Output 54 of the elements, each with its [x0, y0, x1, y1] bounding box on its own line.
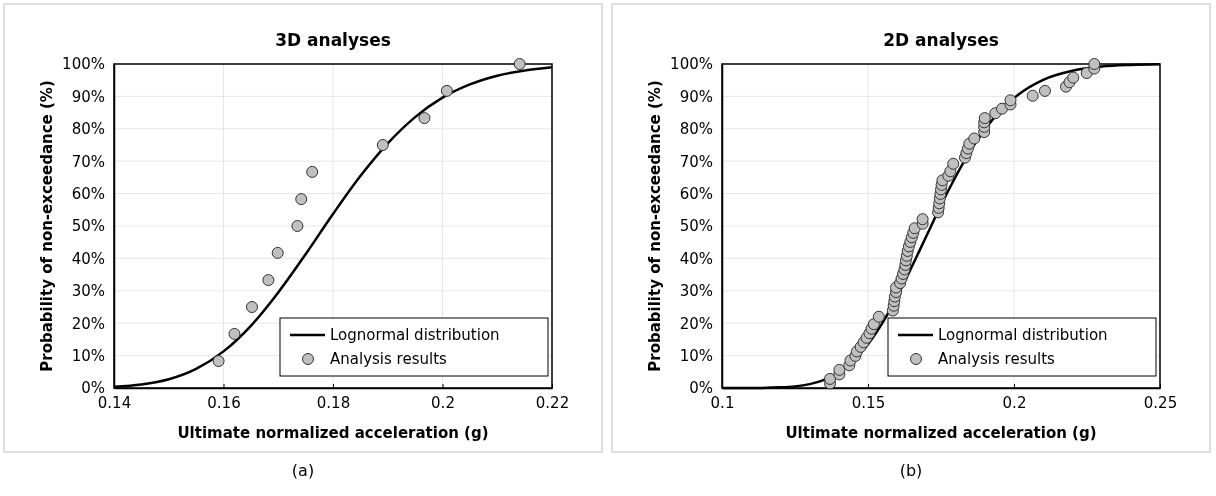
point: [262, 274, 275, 287]
y-tick-label: 40%: [71, 249, 105, 268]
x-tick-label: 0.18: [316, 393, 351, 412]
y-axis-title: Probability of non-exceedance (%): [646, 80, 664, 372]
y-tick-label: 100%: [670, 55, 713, 74]
legend-label: Analysis results: [938, 350, 1056, 368]
x-tick-label: 0.16: [207, 393, 241, 412]
y-tick-label: 10%: [679, 346, 713, 365]
x-tick-label: 0.1: [710, 393, 735, 412]
y-tick-label: 40%: [679, 249, 713, 268]
x-tick-label: 0.2: [431, 393, 455, 412]
y-tick-label: 90%: [679, 87, 713, 106]
y-tick-label: 70%: [679, 152, 713, 171]
point: [271, 246, 284, 259]
point: [418, 112, 431, 125]
point: [306, 165, 319, 178]
y-tick-label: 60%: [71, 184, 105, 203]
chart-title: 2D analyses: [883, 30, 999, 50]
y-tick-label: 20%: [679, 314, 713, 333]
y-tick-label: 80%: [679, 120, 713, 139]
y-tick-label: 60%: [679, 184, 713, 203]
point: [291, 220, 304, 232]
y-tick-label: 80%: [71, 120, 105, 139]
y-tick-label: 20%: [71, 314, 105, 333]
x-tick-label: 0.22: [535, 393, 570, 412]
point: [376, 139, 389, 151]
text: (b): [899, 461, 923, 480]
point: [295, 193, 308, 206]
y-tick-label: 0%: [689, 379, 713, 398]
x-axis-title: Ultimate normalized acceleration (g): [177, 424, 489, 442]
y-tick-label: 30%: [71, 282, 105, 301]
point: [212, 355, 225, 368]
y-tick-label: 10%: [71, 346, 105, 365]
chart-title: 3D analyses: [275, 30, 391, 50]
legend-label: Lognormal distribution: [938, 326, 1108, 344]
y-tick-label: 50%: [71, 217, 105, 236]
y-tick-label: 100%: [62, 55, 105, 74]
y-axis-title: Probability of non-exceedance (%): [38, 80, 56, 372]
text: (a): [291, 461, 315, 480]
point: [440, 84, 453, 97]
y-tick-label: 30%: [679, 282, 713, 301]
legend-label: Analysis results: [330, 350, 448, 368]
x-tick-label: 0.15: [851, 393, 886, 412]
x-tick-label: 0.2: [1002, 393, 1027, 412]
y-tick-label: 90%: [71, 87, 105, 106]
x-tick-label: 0.14: [97, 393, 132, 412]
y-tick-label: 50%: [679, 217, 713, 236]
point: [228, 327, 241, 340]
x-axis-title: Ultimate normalized acceleration (g): [785, 424, 1097, 442]
legend-label: Lognormal distribution: [330, 326, 500, 344]
point: [513, 58, 526, 70]
point: [245, 301, 258, 313]
x-tick-label: 0.25: [1143, 393, 1178, 412]
y-tick-label: 70%: [71, 152, 105, 171]
